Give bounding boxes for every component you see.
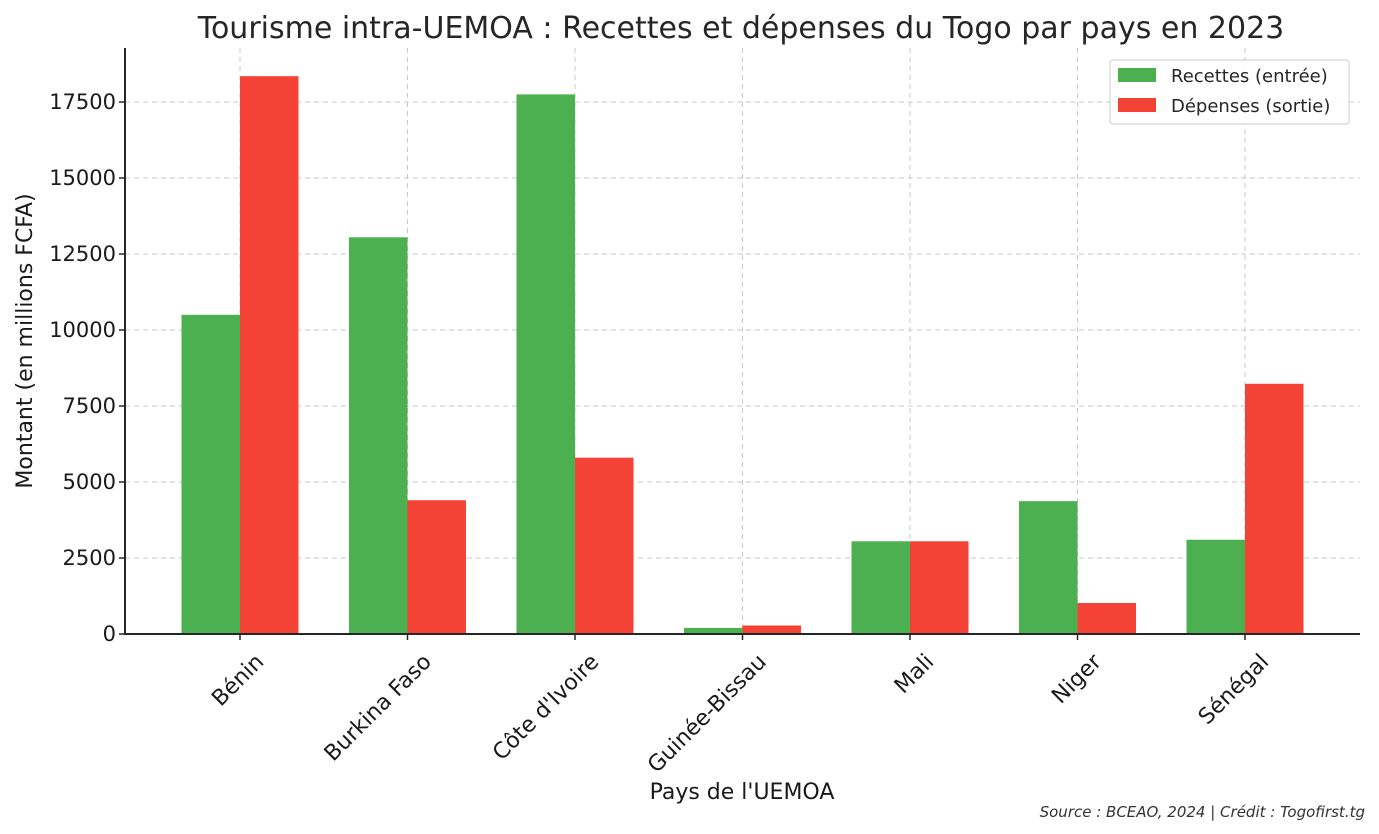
legend-label-recettes: Recettes (entrée)	[1171, 66, 1328, 87]
y-tick-label: 0	[103, 622, 116, 646]
bar-recettes-1	[349, 237, 408, 634]
chart-title: Tourisme intra-UEMOA : Recettes et dépen…	[197, 11, 1285, 46]
bar-depenses-5	[1077, 602, 1136, 634]
bar-depenses-3	[742, 625, 801, 634]
x-ticks: Bénin Burkina Faso Côte d'Ivoire Guinée-Bis…	[207, 634, 1274, 778]
y-tick-label: 2500	[63, 546, 116, 570]
bar-recettes-3	[684, 627, 743, 634]
legend-label-depenses: Dépenses (sortie)	[1171, 96, 1330, 117]
y-tick-label: 5000	[63, 470, 116, 494]
bars-layer	[181, 76, 1304, 634]
legend-swatch-recettes	[1118, 68, 1156, 82]
bar-depenses-2	[575, 457, 634, 634]
y-tick-label: 15000	[49, 166, 116, 190]
bar-depenses-0	[240, 76, 299, 634]
bar-recettes-5	[1019, 501, 1078, 634]
x-tick-label: Mali	[890, 650, 939, 699]
y-axis-label: Montant (en millions FCFA)	[13, 193, 38, 488]
bar-recettes-2	[516, 94, 575, 634]
y-tick-label: 17500	[49, 90, 116, 114]
x-tick-label: Bénin	[207, 650, 269, 712]
y-ticks: 0 2500 5000 7500 10000 12500 15000 17500	[49, 90, 125, 646]
legend-box	[1109, 59, 1350, 125]
x-axis-label: Pays de l'UEMOA	[650, 780, 835, 805]
y-tick-label: 12500	[49, 242, 116, 266]
source-credit: Source : BCEAO, 2024 | Crédit : Togofirs…	[1040, 803, 1365, 821]
legend: Recettes (entrée) Dépenses (sortie)	[1109, 59, 1350, 125]
bar-recettes-4	[851, 541, 910, 634]
x-tick-label: Côte d'Ivoire	[488, 650, 604, 766]
bar-depenses-1	[407, 500, 466, 634]
grid-layer	[125, 48, 1360, 634]
x-tick-label: Niger	[1047, 649, 1107, 709]
y-tick-label: 7500	[63, 394, 116, 418]
bar-depenses-4	[910, 541, 969, 634]
legend-swatch-depenses	[1118, 98, 1156, 112]
x-tick-label: Sénégal	[1194, 650, 1274, 730]
x-tick-label: Guinée-Bissau	[643, 650, 772, 779]
bar-recettes-0	[181, 314, 240, 634]
bar-depenses-6	[1245, 383, 1304, 634]
y-tick-label: 10000	[49, 318, 116, 342]
x-tick-label: Burkina Faso	[320, 650, 437, 767]
bar-recettes-6	[1186, 539, 1245, 634]
